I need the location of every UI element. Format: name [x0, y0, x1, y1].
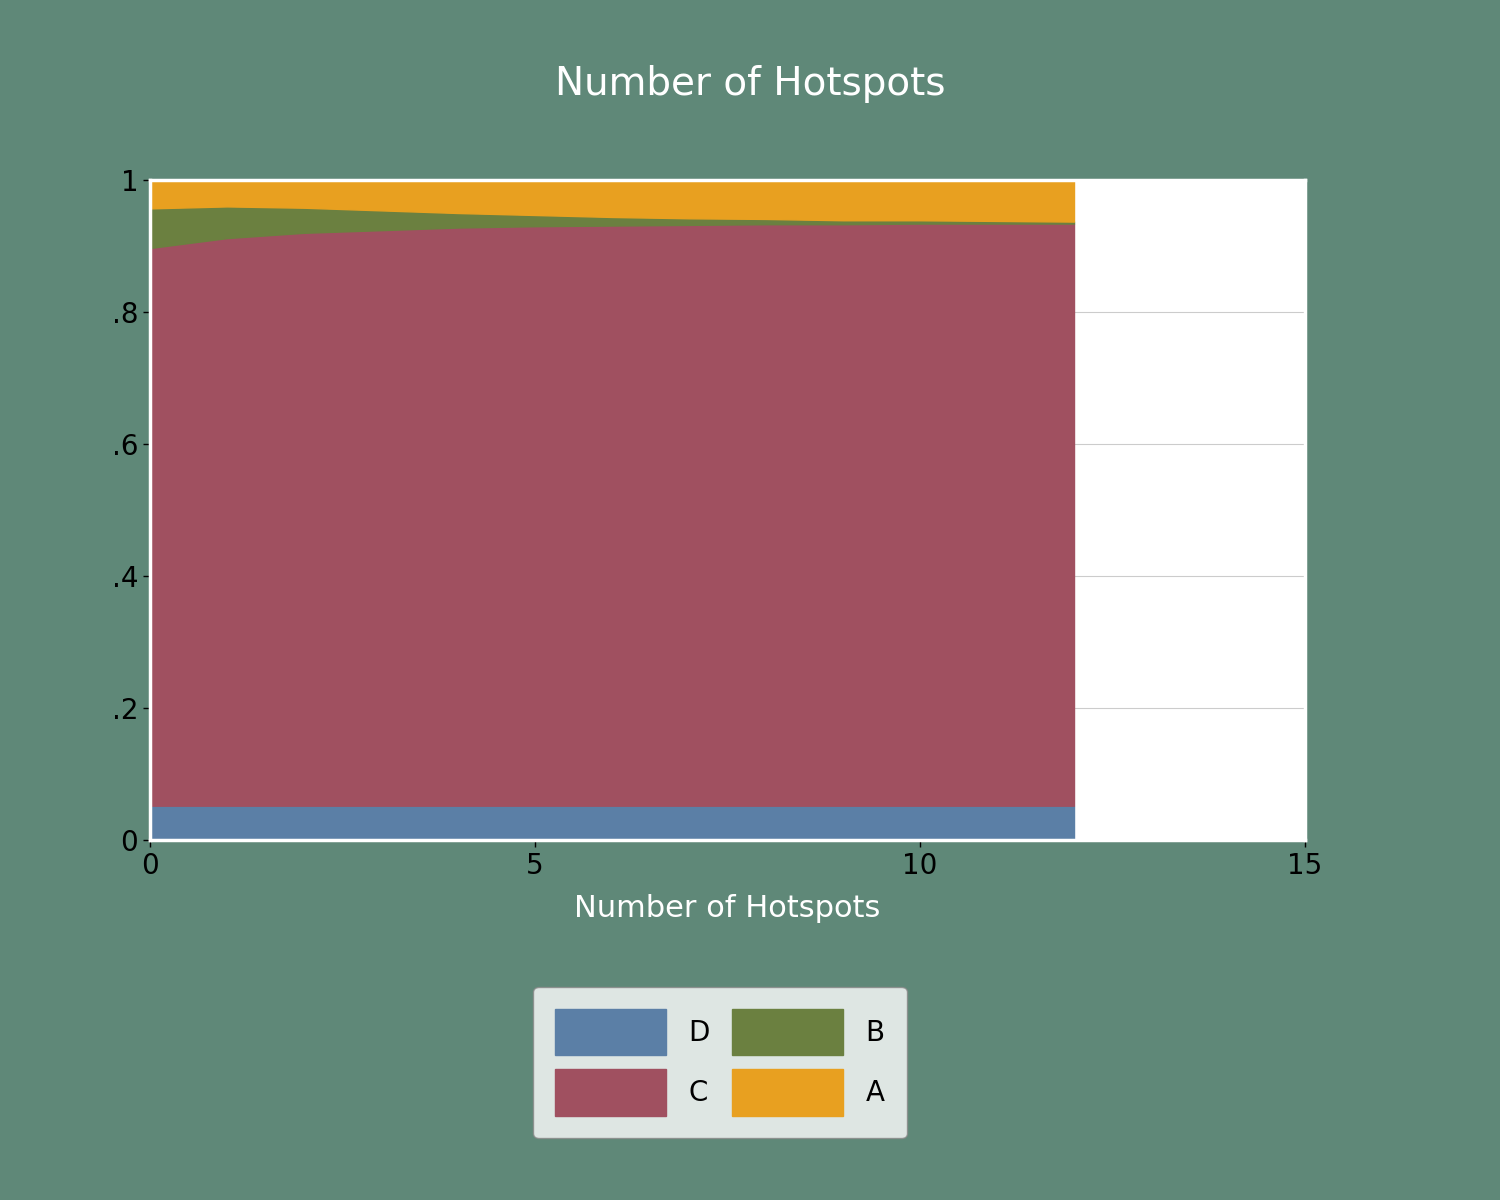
Legend: D, C, B, A: D, C, B, A [532, 986, 908, 1138]
X-axis label: Number of Hotspots: Number of Hotspots [574, 894, 880, 923]
Text: Number of Hotspots: Number of Hotspots [555, 65, 945, 103]
